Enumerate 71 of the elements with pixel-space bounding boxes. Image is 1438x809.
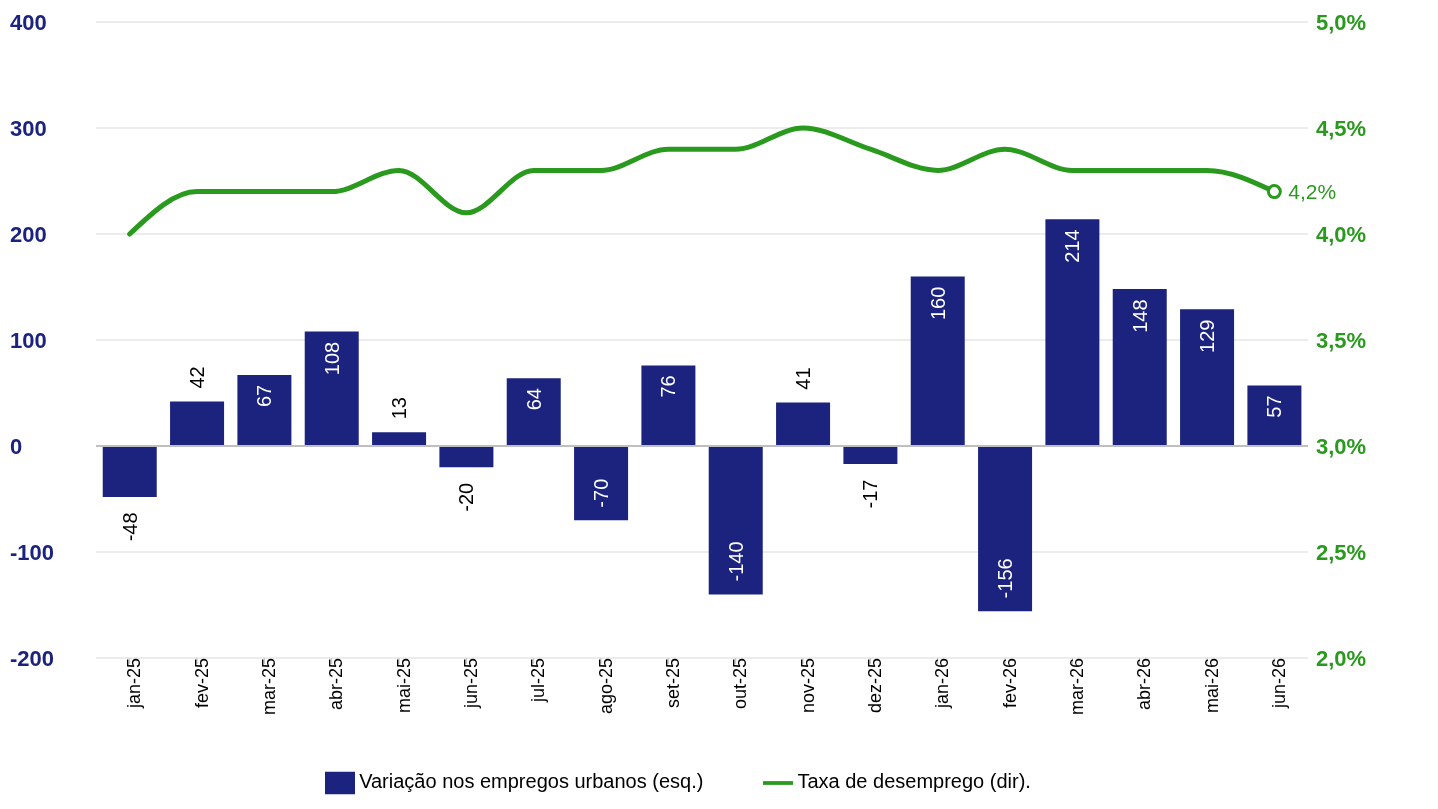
data-label: 108 [320, 341, 343, 376]
y2-tick-label: 2,0% [1316, 645, 1367, 671]
y-tick-label: -100 [10, 539, 55, 565]
x-tick-label: mar-25 [259, 658, 280, 716]
data-label: 4,2% [1288, 180, 1337, 204]
bar [506, 378, 561, 446]
data-label: -140 [724, 541, 747, 582]
data-label: 76 [657, 375, 680, 398]
bar [439, 446, 494, 468]
y-tick-label: 300 [10, 115, 47, 141]
data-label: 41 [792, 367, 815, 390]
x-tick-label: mai-25 [393, 658, 414, 714]
x-tick-label: mar-26 [1067, 658, 1088, 716]
data-label: -70 [590, 478, 613, 508]
bar [978, 446, 1033, 612]
x-tick-label: jan-26 [932, 658, 953, 710]
bar [372, 432, 427, 446]
bar [776, 402, 831, 446]
x-tick-label: out-25 [730, 658, 751, 710]
x-tick-label: jun-26 [1269, 658, 1290, 710]
x-tick-label: jan-25 [124, 658, 145, 710]
bar [910, 276, 965, 446]
bar [641, 365, 696, 446]
bar [1045, 219, 1100, 446]
x-tick-label: nov-25 [797, 658, 818, 714]
bar [102, 446, 157, 497]
bar [843, 446, 898, 465]
data-label: 160 [926, 286, 949, 321]
bar [1247, 385, 1302, 446]
bar [708, 446, 763, 595]
data-label: 129 [1196, 319, 1219, 353]
x-tick-label: jun-25 [461, 658, 482, 710]
bar [574, 446, 629, 521]
legend-label: Variação nos empregos urbanos (esq.) [359, 770, 704, 793]
bar [304, 331, 359, 446]
y-tick-label: 0 [10, 433, 23, 459]
data-label: 13 [388, 397, 411, 420]
bar [170, 401, 225, 446]
x-tick-label: set-25 [663, 658, 684, 709]
y2-tick-label: 4,5% [1316, 115, 1367, 141]
y2-tick-label: 5,0% [1316, 9, 1367, 35]
x-tick-label: ago-25 [595, 658, 616, 715]
y2-tick-label: 4,0% [1316, 221, 1367, 247]
legend-label: Taxa de desemprego (dir). [797, 770, 1031, 793]
bar [1180, 309, 1235, 446]
data-label: 64 [522, 388, 545, 411]
data-label: 148 [1128, 299, 1151, 333]
x-tick-label: mai-26 [1201, 658, 1222, 714]
data-label: 57 [1263, 395, 1286, 418]
x-tick-label: fev-25 [191, 658, 212, 709]
data-label: 67 [253, 384, 276, 408]
bar [237, 374, 292, 446]
y-tick-label: 200 [10, 221, 47, 247]
y-tick-label: 400 [10, 9, 47, 35]
data-label: 214 [1061, 229, 1084, 263]
data-label: 42 [186, 366, 209, 389]
x-tick-label: abr-26 [1134, 658, 1155, 711]
y2-tick-label: 2,5% [1316, 539, 1367, 565]
data-label: -48 [118, 512, 141, 542]
data-label: -156 [994, 558, 1017, 599]
x-tick-label: abr-25 [326, 658, 347, 711]
bar [1112, 289, 1167, 446]
y-tick-label: 100 [10, 327, 47, 353]
data-label: -20 [455, 482, 478, 512]
y2-tick-label: 3,5% [1316, 327, 1367, 353]
y2-tick-label: 3,0% [1316, 433, 1367, 459]
x-tick-label: jul-25 [528, 658, 549, 704]
data-label: -17 [859, 479, 882, 509]
x-tick-label: dez-25 [865, 658, 886, 714]
y-tick-label: -200 [10, 645, 55, 671]
x-tick-label: fev-26 [999, 658, 1020, 709]
